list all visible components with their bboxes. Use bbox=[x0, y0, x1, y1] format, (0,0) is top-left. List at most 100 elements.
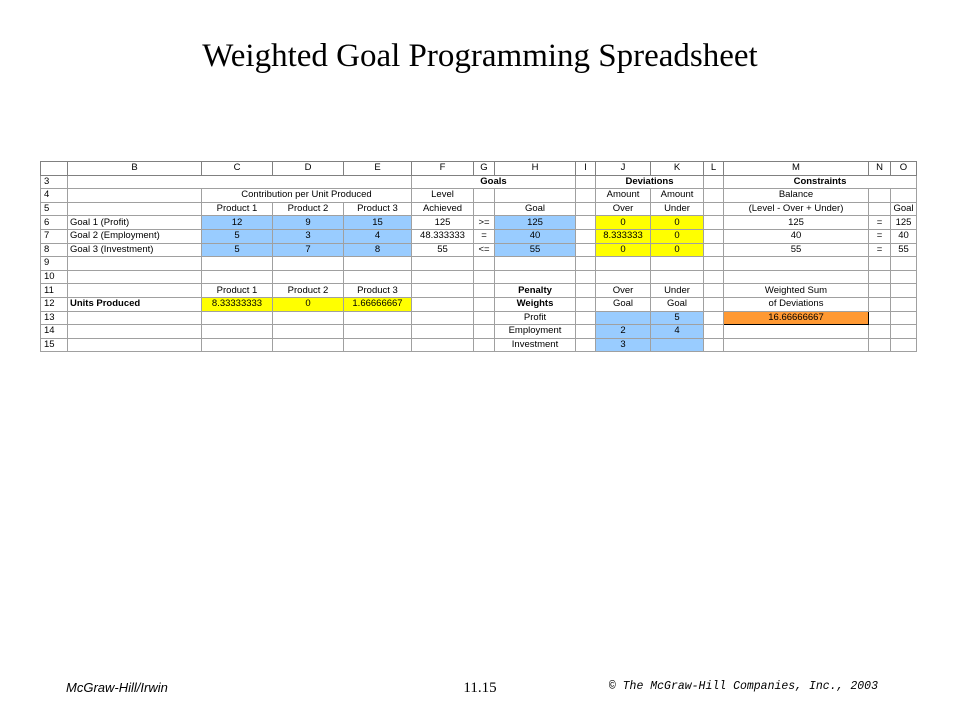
cell-f8[interactable]: 55 bbox=[411, 242, 474, 258]
cell-h11[interactable]: Penalty bbox=[494, 283, 576, 298]
cell-m8[interactable]: 55 bbox=[723, 242, 869, 258]
column-header-j[interactable]: J bbox=[595, 161, 651, 176]
cell[interactable] bbox=[575, 174, 596, 190]
cell-m5[interactable]: (Level - Over + Under) bbox=[723, 201, 869, 217]
cell[interactable] bbox=[272, 337, 344, 353]
cell-f7[interactable]: 48.333333 bbox=[411, 228, 474, 244]
cell-e6[interactable]: 15 bbox=[343, 215, 412, 230]
cell[interactable] bbox=[67, 283, 202, 298]
cell-k12[interactable]: Goal bbox=[650, 296, 704, 312]
cell[interactable] bbox=[201, 310, 273, 326]
cell[interactable] bbox=[473, 201, 495, 217]
cell[interactable] bbox=[868, 337, 891, 353]
cell[interactable] bbox=[575, 310, 596, 326]
column-header-n[interactable]: N bbox=[868, 161, 891, 176]
cell-j5[interactable]: Over bbox=[595, 201, 651, 217]
cell-h13[interactable]: Profit bbox=[494, 310, 576, 326]
cell[interactable] bbox=[494, 188, 576, 203]
cell[interactable] bbox=[272, 256, 344, 271]
cell-g6[interactable]: >= bbox=[473, 215, 495, 230]
constraints-header[interactable]: Constraints bbox=[723, 174, 917, 190]
cell-j13[interactable] bbox=[595, 310, 651, 326]
amount-over-header[interactable]: Amount bbox=[595, 188, 651, 203]
cell[interactable] bbox=[67, 201, 202, 217]
cell-h8[interactable]: 55 bbox=[494, 242, 576, 258]
cell-f5[interactable]: Achieved bbox=[411, 201, 474, 217]
column-header-k[interactable]: K bbox=[650, 161, 704, 176]
cell[interactable] bbox=[723, 324, 869, 339]
cell-c12[interactable]: 8.33333333 bbox=[201, 296, 273, 312]
row-number[interactable]: 12 bbox=[40, 296, 68, 312]
cell-d12[interactable]: 0 bbox=[272, 296, 344, 312]
column-header-o[interactable]: O bbox=[890, 161, 917, 176]
cell-j8[interactable]: 0 bbox=[595, 242, 651, 258]
cell-h7[interactable]: 40 bbox=[494, 228, 576, 244]
column-header-i[interactable]: I bbox=[575, 161, 596, 176]
corner-cell[interactable] bbox=[40, 161, 68, 176]
cell[interactable] bbox=[411, 296, 474, 312]
cell[interactable] bbox=[890, 337, 917, 353]
cell[interactable] bbox=[868, 269, 891, 285]
cell-j15[interactable]: 3 bbox=[595, 337, 651, 353]
cell-b12[interactable]: Units Produced bbox=[67, 296, 202, 312]
cell[interactable] bbox=[703, 269, 724, 285]
amount-under-header[interactable]: Amount bbox=[650, 188, 704, 203]
cell-f6[interactable]: 125 bbox=[411, 215, 474, 230]
cell-k15[interactable] bbox=[650, 337, 704, 353]
cell-g8[interactable]: <= bbox=[473, 242, 495, 258]
cell-k8[interactable]: 0 bbox=[650, 242, 704, 258]
cell[interactable] bbox=[67, 324, 202, 339]
cell-d7[interactable]: 3 bbox=[272, 228, 344, 244]
cell-c6[interactable]: 12 bbox=[201, 215, 273, 230]
cell[interactable] bbox=[67, 269, 202, 285]
cell[interactable] bbox=[890, 256, 917, 271]
cell[interactable] bbox=[411, 256, 474, 271]
cell[interactable] bbox=[890, 269, 917, 285]
cell-k5[interactable]: Under bbox=[650, 201, 704, 217]
cell-d11[interactable]: Product 2 bbox=[272, 283, 344, 298]
cell[interactable] bbox=[703, 337, 724, 353]
cell[interactable] bbox=[201, 337, 273, 353]
cell[interactable] bbox=[703, 201, 724, 217]
cell[interactable] bbox=[890, 324, 917, 339]
cell-j14[interactable]: 2 bbox=[595, 324, 651, 339]
cell[interactable] bbox=[411, 337, 474, 353]
cell[interactable] bbox=[67, 337, 202, 353]
cell[interactable] bbox=[575, 228, 596, 244]
row-number[interactable]: 11 bbox=[40, 283, 68, 298]
cell-d6[interactable]: 9 bbox=[272, 215, 344, 230]
cell[interactable] bbox=[272, 310, 344, 326]
cell[interactable] bbox=[868, 324, 891, 339]
row-number[interactable]: 13 bbox=[40, 310, 68, 326]
cell[interactable] bbox=[473, 337, 495, 353]
column-header-l[interactable]: L bbox=[703, 161, 724, 176]
cell-k14[interactable]: 4 bbox=[650, 324, 704, 339]
contribution-header[interactable]: Contribution per Unit Produced bbox=[201, 188, 412, 203]
cell-o5[interactable]: Goal bbox=[890, 201, 917, 217]
cell[interactable] bbox=[723, 256, 869, 271]
cell[interactable] bbox=[201, 324, 273, 339]
cell[interactable] bbox=[575, 256, 596, 271]
cell-o7[interactable]: 40 bbox=[890, 228, 917, 244]
cell[interactable] bbox=[703, 324, 724, 339]
column-header-f[interactable]: F bbox=[411, 161, 474, 176]
cell[interactable] bbox=[411, 324, 474, 339]
cell[interactable] bbox=[703, 174, 724, 190]
row-number[interactable]: 4 bbox=[40, 188, 68, 203]
cell-k11[interactable]: Under bbox=[650, 283, 704, 298]
cell[interactable] bbox=[703, 256, 724, 271]
cell[interactable] bbox=[473, 296, 495, 312]
cell[interactable] bbox=[890, 296, 917, 312]
cell[interactable] bbox=[343, 310, 412, 326]
cell-n8[interactable]: = bbox=[868, 242, 891, 258]
cell[interactable] bbox=[723, 337, 869, 353]
cell-o8[interactable]: 55 bbox=[890, 242, 917, 258]
cell[interactable] bbox=[650, 269, 704, 285]
row-number[interactable]: 6 bbox=[40, 215, 68, 230]
cell[interactable] bbox=[575, 324, 596, 339]
cell[interactable] bbox=[67, 188, 202, 203]
cell[interactable] bbox=[411, 283, 474, 298]
row-number[interactable]: 5 bbox=[40, 201, 68, 217]
cell[interactable] bbox=[201, 256, 273, 271]
cell[interactable] bbox=[890, 310, 917, 326]
